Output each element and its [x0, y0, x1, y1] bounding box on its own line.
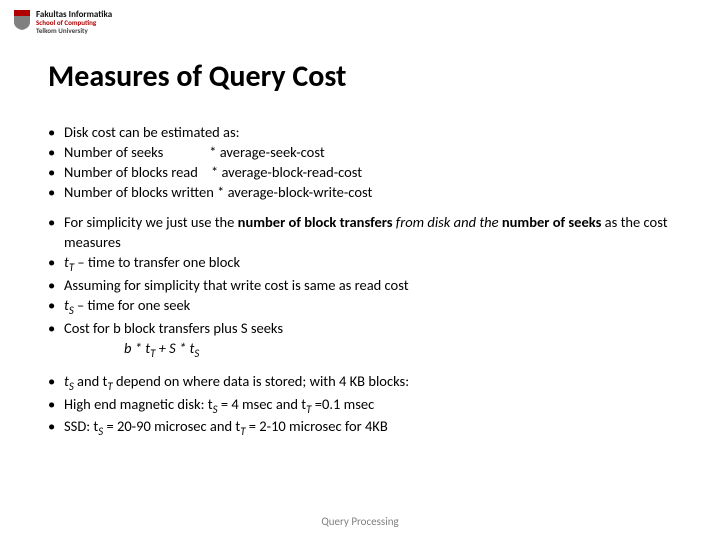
text-fragment: = 2-10 microsec for 4KB	[246, 417, 388, 435]
slide-body: Disk cost can be estimated as: Number of…	[48, 122, 672, 449]
text-fragment: For simplicity we just use the	[64, 213, 238, 231]
text-fragment: + S * t	[155, 339, 194, 357]
text-fragment: SSD: t	[64, 417, 98, 435]
text-fragment: – time for one seek	[74, 296, 190, 314]
bullet-item: tT – time to transfer one block	[48, 252, 672, 275]
bullet-item: Number of blocks written * average-block…	[48, 182, 672, 202]
slide-title: Measures of Query Cost	[48, 58, 346, 95]
bold-text: number of seeks	[502, 213, 605, 231]
bullet-item: tS – time for one seek	[48, 295, 672, 318]
slide: Fakultas Informatika School of Computing…	[0, 0, 720, 540]
logo-line-3: Telkom University	[36, 27, 112, 34]
bullet-item: Number of seeks * average-seek-cost	[48, 142, 672, 162]
text-fragment: = 20-90 microsec and t	[103, 417, 240, 435]
text-fragment: High end magnetic disk: t	[64, 395, 213, 413]
bullet-item: For simplicity we just use the number of…	[48, 212, 672, 252]
shield-icon	[14, 10, 30, 30]
bullet-item: SSD: tS = 20-90 microsec and tT = 2-10 m…	[48, 416, 672, 439]
bullet-item: Assuming for simplicity that write cost …	[48, 275, 672, 295]
bullet-block-2: For simplicity we just use the number of…	[48, 212, 672, 361]
formula: b * tT + S * tS	[64, 338, 672, 361]
bold-text: number of block transfers	[238, 213, 396, 231]
university-logo: Fakultas Informatika School of Computing…	[14, 10, 112, 34]
text-fragment: – time to transfer one block	[74, 253, 240, 271]
logo-text: Fakultas Informatika School of Computing…	[36, 10, 112, 34]
bullet-item: High end magnetic disk: tS = 4 msec and …	[48, 394, 672, 417]
italic-text: from disk and the	[396, 213, 502, 231]
bullet-block-3: tS and tT depend on where data is stored…	[48, 371, 672, 440]
text-fragment: =0.1 msec	[311, 395, 374, 413]
text-fragment: b * t	[124, 339, 150, 357]
text-fragment: depend on where data is stored; with 4 K…	[113, 372, 409, 390]
bullet-item: tS and tT depend on where data is stored…	[48, 371, 672, 394]
text-fragment: Cost for b block transfers plus S seeks	[64, 319, 283, 337]
slide-footer: Query Processing	[0, 515, 720, 528]
subscript: S	[194, 347, 199, 360]
bullet-item: Disk cost can be estimated as:	[48, 122, 672, 142]
bullet-item: Number of blocks read * average-block-re…	[48, 162, 672, 182]
text-fragment: = 4 msec and t	[218, 395, 307, 413]
bullet-item: Cost for b block transfers plus S seeks …	[48, 318, 672, 361]
text-fragment: and t	[74, 372, 108, 390]
bullet-block-1: Disk cost can be estimated as: Number of…	[48, 122, 672, 202]
